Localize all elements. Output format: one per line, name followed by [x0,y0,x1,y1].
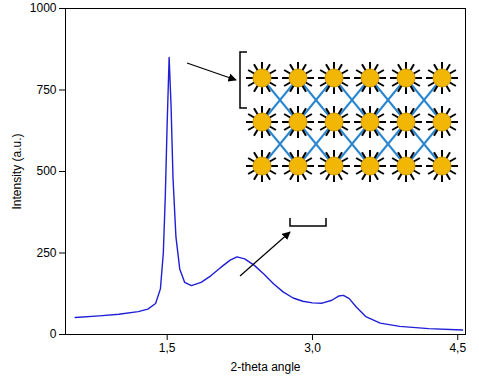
svg-text:1000: 1000 [30,1,57,15]
svg-text:0: 0 [50,327,57,341]
svg-text:500: 500 [36,164,56,178]
svg-text:250: 250 [36,246,56,260]
svg-text:Intensity (a.u.): Intensity (a.u.) [10,133,24,209]
svg-text:4,5: 4,5 [449,341,466,355]
svg-text:1,5: 1,5 [159,341,176,355]
svg-text:2-theta angle: 2-theta angle [230,360,300,374]
svg-text:3,0: 3,0 [304,341,321,355]
svg-text:750: 750 [36,83,56,97]
